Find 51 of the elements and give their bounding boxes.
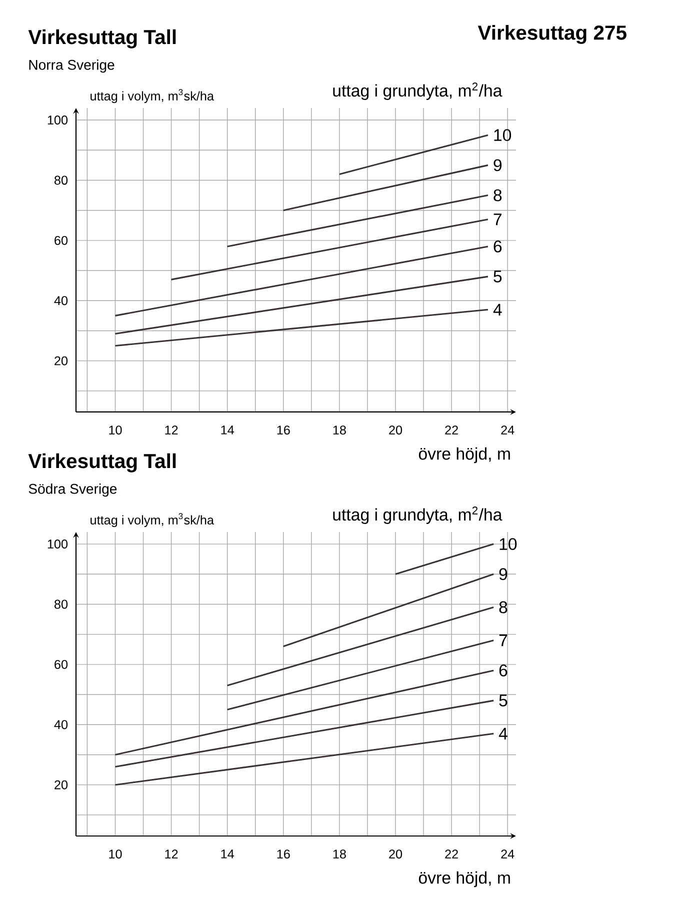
y-tick-label: 60 [54,236,68,245]
legend-title: uttag i grundyta, m$^{2}$/ha [333,82,502,100]
series-label: 8 [499,601,508,614]
x-tick-label: 14 [221,850,234,858]
series-label: 7 [499,634,508,646]
series-label: 4 [498,728,508,740]
series-label: 8 [494,189,502,202]
x-tick-label: 12 [165,426,178,434]
series-label: 10 [494,129,512,142]
x-tick-label: 20 [389,426,402,435]
x-tick-label: 18 [333,850,346,859]
chart-title: Virkesuttag Tall [28,29,176,48]
x-axis-title: övre höjd, m [418,871,510,888]
chart-subtitle: Södra Sverige [28,484,117,497]
y-axis-title: uttag i volym, m$^{3}$sk/ha [90,89,214,104]
series-label: 9 [499,568,508,580]
chart-title: Virkesuttag Tall [28,453,176,472]
series-label: 6 [499,664,508,676]
series-label: 5 [494,270,502,282]
series-label: 4 [493,304,502,316]
y-tick-label: 80 [54,176,68,185]
x-tick-label: 22 [445,426,458,434]
x-tick-label: 16 [277,426,290,435]
y-tick-label: 20 [54,780,68,790]
x-tick-label: 16 [277,850,290,859]
y-tick-label: 100 [48,116,68,125]
x-tick-label: 18 [333,426,346,435]
series-label: 10 [500,538,517,550]
x-tick-label: 22 [445,850,458,858]
y-axis-title: uttag i volym, m$^{3}$sk/ha [90,513,214,528]
y-tick-label: 80 [54,600,68,609]
x-tick-label: 10 [109,850,122,859]
y-tick-label: 40 [54,720,68,730]
y-tick-label: 60 [54,660,68,669]
y-tick-label: 40 [54,296,68,306]
x-tick-label: 24 [501,850,514,858]
y-tick-label: 100 [48,540,68,549]
x-tick-label: 10 [109,426,122,435]
x-tick-label: 20 [389,850,402,859]
series-label: 6 [494,240,502,252]
x-tick-label: 14 [221,426,234,434]
text: Virkesuttag 275 [478,24,626,44]
chart-subtitle: Norra Sverige [29,60,114,73]
y-tick-label: 20 [54,356,68,366]
x-axis-title: övre höjd, m [418,447,510,464]
series-label: 5 [499,694,508,706]
x-tick-label: 24 [501,426,514,434]
x-tick-label: 12 [165,850,178,858]
legend-title: uttag i grundyta, m$^{2}$/ha [333,506,502,524]
series-label: 7 [494,214,502,226]
series-label: 9 [494,159,502,172]
